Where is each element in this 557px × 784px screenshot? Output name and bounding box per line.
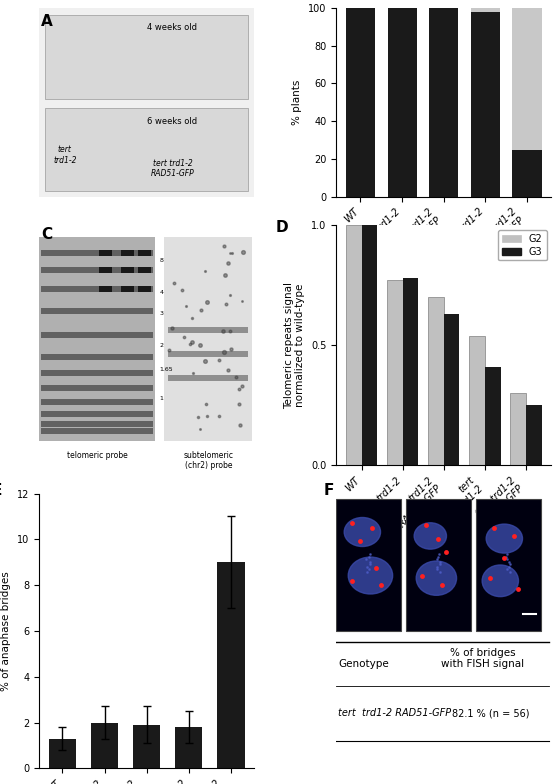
Bar — [39, 237, 155, 441]
Ellipse shape — [486, 524, 522, 553]
Bar — [41, 370, 153, 376]
Bar — [217, 562, 245, 768]
Bar — [41, 267, 153, 273]
Bar — [121, 286, 134, 292]
Bar — [485, 367, 501, 466]
Bar — [91, 723, 118, 768]
Bar — [49, 739, 76, 768]
Bar — [41, 399, 153, 405]
Bar — [510, 394, 526, 466]
Legend: G2, G3: G2, G3 — [498, 230, 546, 260]
Bar — [41, 421, 153, 427]
Bar — [138, 286, 151, 292]
Bar — [336, 499, 400, 631]
Ellipse shape — [344, 517, 380, 546]
Bar — [46, 108, 248, 191]
Text: 3: 3 — [159, 311, 164, 317]
Text: % of bridges
with FISH signal: % of bridges with FISH signal — [441, 648, 524, 670]
Y-axis label: % of anaphase bridges: % of anaphase bridges — [1, 571, 11, 691]
Text: tert
trd1-2: tert trd1-2 — [53, 146, 76, 165]
Ellipse shape — [348, 557, 393, 594]
Text: C: C — [41, 227, 52, 242]
Text: 4 weeks old: 4 weeks old — [148, 23, 198, 32]
Bar — [41, 385, 153, 391]
Text: 82.1 % (n = 56): 82.1 % (n = 56) — [452, 709, 530, 718]
Text: D: D — [276, 220, 289, 235]
Bar — [428, 297, 444, 466]
Bar — [346, 8, 375, 197]
Bar — [526, 405, 541, 466]
Bar — [99, 286, 112, 292]
Ellipse shape — [414, 523, 447, 549]
Text: A: A — [41, 13, 53, 28]
Text: tert  trd1-2 RAD51-GFP: tert trd1-2 RAD51-GFP — [338, 709, 451, 718]
Ellipse shape — [416, 561, 457, 595]
Bar — [168, 327, 248, 333]
Text: 4: 4 — [159, 290, 164, 295]
Text: 6 weeks old: 6 weeks old — [148, 118, 198, 126]
Bar — [133, 725, 160, 768]
Text: F: F — [323, 482, 334, 498]
Bar — [121, 250, 134, 256]
Bar — [471, 12, 500, 197]
Bar — [121, 267, 134, 273]
Ellipse shape — [482, 565, 519, 597]
Bar — [512, 150, 541, 197]
Bar — [175, 727, 202, 768]
Text: subtelomeric
(chr2) probe: subtelomeric (chr2) probe — [184, 451, 234, 470]
Bar — [444, 314, 460, 466]
Bar — [41, 428, 153, 434]
Bar — [388, 8, 417, 197]
Bar — [41, 354, 153, 360]
Bar — [469, 336, 485, 466]
Y-axis label: % plants: % plants — [292, 80, 302, 125]
Bar — [387, 280, 403, 466]
Text: 8: 8 — [159, 259, 163, 263]
Bar — [512, 8, 541, 150]
Bar — [138, 267, 151, 273]
Bar — [41, 308, 153, 314]
Bar — [346, 225, 361, 466]
Bar — [168, 351, 248, 358]
Bar — [168, 376, 248, 381]
Y-axis label: Telomeric repeats signal
normalized to wild-type: Telomeric repeats signal normalized to w… — [284, 281, 305, 408]
Text: tert trd1-2
RAD51-GFP: tert trd1-2 RAD51-GFP — [150, 158, 194, 178]
Bar — [476, 499, 541, 631]
Text: E: E — [0, 482, 2, 498]
Bar — [403, 278, 418, 466]
Bar — [99, 267, 112, 273]
Bar — [471, 8, 500, 12]
Text: telomeric probe: telomeric probe — [67, 451, 128, 460]
Text: Genotype: Genotype — [338, 659, 389, 669]
Bar — [41, 412, 153, 417]
Bar — [406, 499, 471, 631]
Bar — [138, 250, 151, 256]
Bar — [429, 8, 458, 197]
Text: 2: 2 — [159, 343, 164, 347]
Bar — [46, 16, 248, 99]
Text: 1.65: 1.65 — [159, 367, 173, 372]
Bar — [41, 250, 153, 256]
Bar — [41, 332, 153, 338]
Bar — [164, 237, 252, 441]
Bar — [41, 286, 153, 292]
Text: 1: 1 — [159, 396, 163, 401]
Bar — [361, 225, 377, 466]
Bar — [99, 250, 112, 256]
